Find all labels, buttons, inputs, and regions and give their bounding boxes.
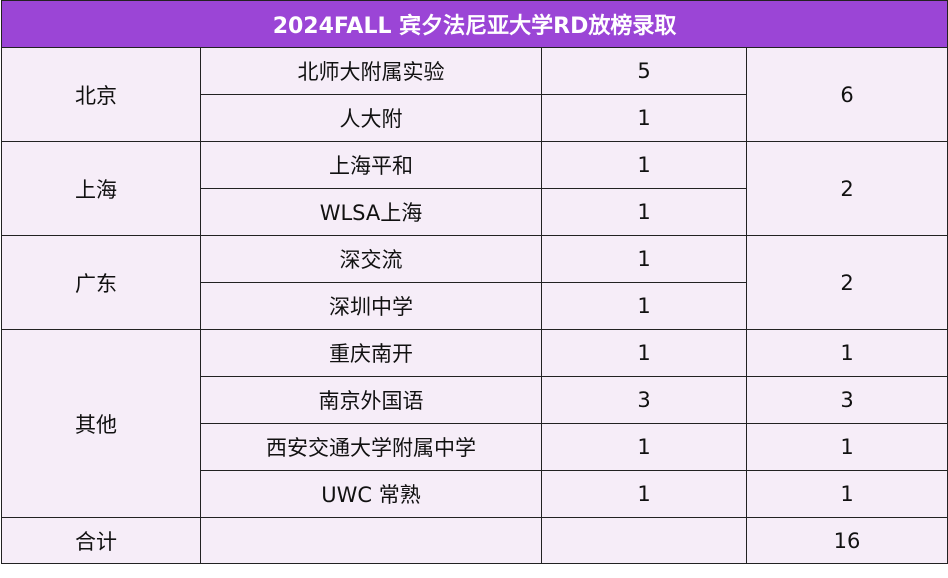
school-cell: 深圳中学 xyxy=(200,282,542,330)
school-cell: 西安交通大学附属中学 xyxy=(200,423,542,471)
subtotal-cell: 2 xyxy=(745,141,948,236)
count-cell: 1 xyxy=(541,282,747,330)
table-row: 广东 深交流 1 2 xyxy=(1,235,948,330)
count-cell: 1 xyxy=(541,141,747,189)
subtotal-cell: 2 xyxy=(745,235,948,330)
count-cell: 3 xyxy=(541,376,747,424)
empty-cell xyxy=(541,517,747,564)
total-label: 合计 xyxy=(1,517,201,564)
admission-table: 2024FALL 宾夕法尼亚大学RD放榜录取 北京 北师大附属实验 5 6 人大… xyxy=(0,0,948,564)
school-cell: 北师大附属实验 xyxy=(200,47,542,95)
table-row: 其他 重庆南开 1 1 xyxy=(1,329,948,518)
school-cell: 重庆南开 xyxy=(200,329,542,377)
region-cell-beijing: 北京 xyxy=(1,47,201,142)
total-value: 16 xyxy=(745,517,948,564)
school-cell: 南京外国语 xyxy=(200,376,542,424)
school-cell: WLSA上海 xyxy=(200,188,542,236)
table-title: 2024FALL 宾夕法尼亚大学RD放榜录取 xyxy=(0,0,948,48)
count-cell: 1 xyxy=(541,423,747,471)
school-cell: 深交流 xyxy=(200,235,542,283)
region-cell-shanghai: 上海 xyxy=(1,141,201,236)
count-cell: 5 xyxy=(541,47,747,95)
region-cell-other: 其他 xyxy=(1,329,201,518)
school-cell: UWC 常熟 xyxy=(200,470,542,518)
count-cell: 1 xyxy=(541,94,747,142)
subtotal-cell: 3 xyxy=(745,376,948,424)
table-row: 深圳中学 1 xyxy=(2,282,948,330)
count-cell: 1 xyxy=(541,329,747,377)
table-row: WLSA上海 1 xyxy=(2,188,948,236)
table-row: 北京 北师大附属实验 5 6 xyxy=(1,47,948,142)
school-cell: 人大附 xyxy=(200,94,542,142)
subtotal-cell: 1 xyxy=(745,423,948,471)
table-row: UWC 常熟 1 1 xyxy=(2,470,948,518)
count-cell: 1 xyxy=(541,470,747,518)
table-row: 上海 上海平和 1 2 xyxy=(1,141,948,236)
count-cell: 1 xyxy=(541,235,747,283)
school-cell: 上海平和 xyxy=(200,141,542,189)
subtotal-cell: 1 xyxy=(745,329,948,377)
count-cell: 1 xyxy=(541,188,747,236)
region-cell-guangdong: 广东 xyxy=(1,235,201,330)
empty-cell xyxy=(200,517,542,564)
total-row: 合计 16 xyxy=(1,517,948,564)
subtotal-cell: 6 xyxy=(745,47,948,142)
subtotal-cell: 1 xyxy=(745,470,948,518)
table-row: 人大附 1 xyxy=(2,94,948,142)
